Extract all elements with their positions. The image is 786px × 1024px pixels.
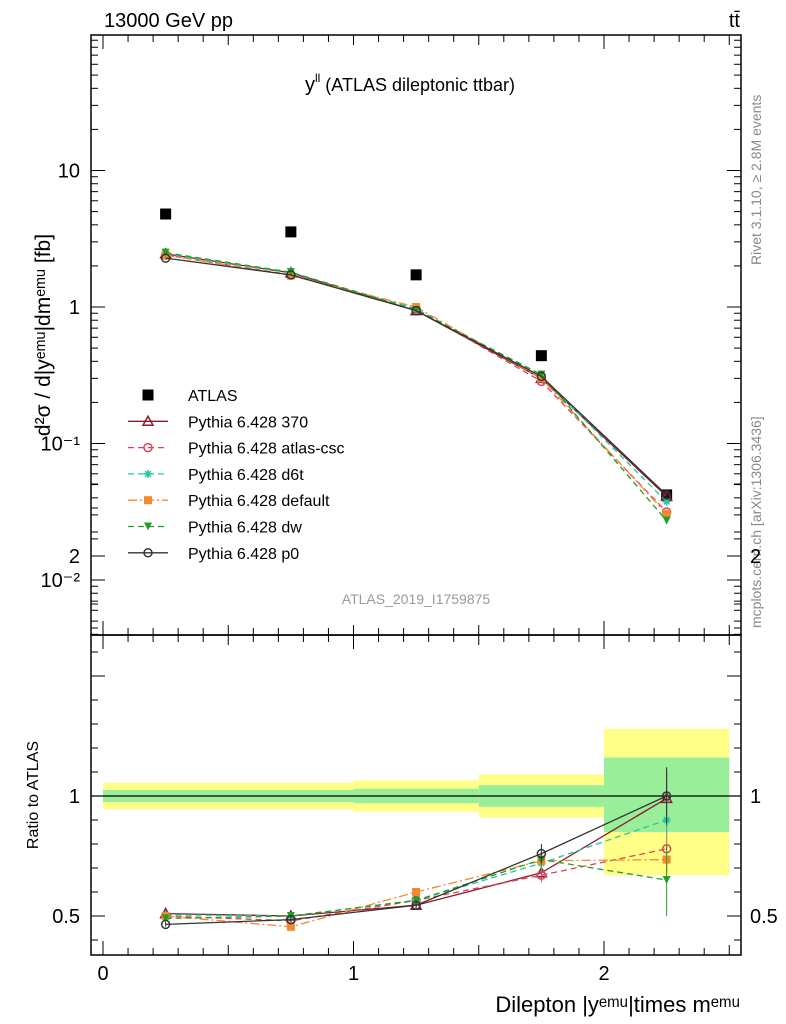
ratio-data-point <box>161 914 170 923</box>
ratio-data-point <box>412 896 421 905</box>
legend-entry: Pythia 6.428 default <box>188 493 330 510</box>
data-point <box>286 270 296 280</box>
legend-marker <box>143 548 153 558</box>
y-axis-label: d²σ / d|yᵉᵐᵘ|dmᵉᵐᵘ [fb] <box>32 234 55 436</box>
ratio-y-tick-label: 0.5 <box>52 906 80 928</box>
rivet-label: Rivet 3.1.10, ≥ 2.8M events <box>748 95 764 265</box>
series-line <box>165 252 668 522</box>
data-point <box>161 248 170 257</box>
series-line <box>165 257 668 496</box>
ratio-panel: 0.5 0.5 1 1 2 2 0 1 2 Ratio to ATLAS Dilepton |yᵉᵐ… <box>25 483 778 1017</box>
ratio-data-point <box>286 914 296 925</box>
ratio-data-point <box>661 791 672 801</box>
energy-label: 13000 GeV pp <box>104 10 233 32</box>
data-point <box>662 497 671 506</box>
x-tick-label: 0 <box>97 963 108 985</box>
legend-entry: Pythia 6.428 d6t <box>188 467 304 484</box>
x-tick-label: 2 <box>598 963 609 985</box>
y-tick-label: 1 <box>69 297 80 319</box>
ratio-data-point <box>160 919 171 930</box>
ratio-frame <box>90 634 742 956</box>
legend-entry: Pythia 6.428 p0 <box>188 546 299 563</box>
watermark: ATLAS_2019_I1759875 <box>342 591 491 607</box>
ratio-data-point <box>412 888 421 896</box>
data-point <box>160 208 172 220</box>
data-point <box>285 226 297 238</box>
process-label: tt̄ <box>729 10 741 32</box>
series-line <box>165 254 668 513</box>
legend-marker <box>143 442 153 453</box>
data-point <box>410 269 422 281</box>
ratio-series-line <box>165 848 667 922</box>
legend-marker <box>144 469 152 478</box>
ratio-data-point <box>286 922 295 931</box>
legend-entry: Pythia 6.428 atlas-csc <box>188 441 345 458</box>
data-point <box>160 253 171 263</box>
chart-title: yll (ATLAS dileptonic ttbar) <box>305 71 515 96</box>
data-point <box>286 268 295 277</box>
series-line <box>165 253 668 503</box>
ratio-y-tick-label-right: 1 <box>750 786 761 808</box>
legend-marker <box>141 414 155 427</box>
y-tick-label: 10⁻² <box>41 570 81 592</box>
ratio-data-point <box>536 870 547 880</box>
ratio-y-tick-label: 2 <box>69 546 80 568</box>
ratio-y-tick-label-right: 0.5 <box>750 906 778 928</box>
y-tick-label: 10 <box>58 161 80 183</box>
ratio-y-axis-label: Ratio to ATLAS <box>25 741 42 849</box>
series-line <box>165 253 668 497</box>
x-tick-label: 1 <box>348 963 359 985</box>
ratio-data-point <box>662 876 671 884</box>
y-tick-label: 10⁻¹ <box>41 434 81 456</box>
data-point <box>661 490 672 500</box>
main-panel: 10⁻² 10⁻¹ 1 10 d²σ / d|yᵉᵐᵘ|dmᵉᵐᵘ [fb] yll (A… <box>32 34 742 636</box>
legend-entry: ATLAS <box>188 388 238 405</box>
data-point <box>536 371 547 382</box>
data-point <box>662 516 671 525</box>
data-point <box>535 350 547 362</box>
legend-marker <box>144 496 152 505</box>
legend-marker <box>142 389 154 401</box>
x-axis-label: Dilepton |yᵉᵐᵘ|times mᵉᵐᵘ <box>495 992 740 1017</box>
ratio-y-tick-label: 1 <box>69 786 80 808</box>
legend-entry: Pythia 6.428 370 <box>188 414 308 431</box>
ratio-y-tick-label-right: 2 <box>750 546 761 568</box>
legend-entry: Pythia 6.428 dw <box>188 520 302 537</box>
mcplots-label: mcplots.cern.ch [arXiv:1306.3436] <box>748 416 764 628</box>
data-point <box>662 509 671 518</box>
ratio-data-point <box>411 900 421 910</box>
legend-marker <box>144 522 152 531</box>
ratio-data-point <box>536 848 547 859</box>
data-point <box>411 305 421 316</box>
